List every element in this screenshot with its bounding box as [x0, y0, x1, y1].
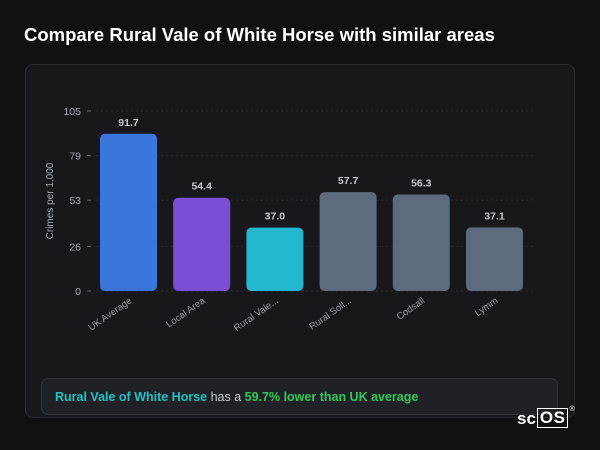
x-category-label: Rural Soll... — [307, 295, 354, 332]
logo-registered-mark: ® — [569, 406, 575, 413]
x-category-label: Codsall — [395, 295, 427, 322]
bar-value-label: 57.7 — [338, 175, 359, 187]
bar-value-label: 54.4 — [191, 181, 212, 193]
x-category-label: UK Average — [87, 295, 135, 333]
bar-4 — [392, 194, 450, 291]
y-tick-label: 53 — [69, 195, 81, 207]
logo-text: sc — [517, 409, 536, 428]
bar-3 — [319, 192, 377, 291]
y-tick-label: 26 — [69, 241, 81, 253]
bar-5 — [466, 227, 523, 291]
y-tick-label: 0 — [75, 286, 81, 298]
x-category-label: Rural Vale... — [232, 295, 281, 334]
y-axis-label: Crimes per 1,000 — [45, 162, 56, 239]
comparison-summary: Rural Vale of White Horse has a 59.7% lo… — [41, 378, 558, 415]
bar-value-label: 37.0 — [265, 211, 286, 223]
bar-chart: 0 26 53 79 105 Crimes per 1,000 91.7 UK Average… — [45, 106, 536, 334]
summary-connector: has a — [207, 389, 245, 404]
page-title: Compare Rural Vale of White Horse with s… — [24, 24, 495, 45]
bar-value-label: 56.3 — [411, 177, 432, 189]
chart-card: 0 26 53 79 105 Crimes per 1,000 91.7 UK Average… — [25, 64, 575, 418]
bar-0 — [100, 133, 157, 291]
x-category-label: Lymm — [473, 295, 500, 319]
bar-value-label: 91.7 — [118, 117, 139, 129]
summary-area-name: Rural Vale of White Horse — [55, 389, 208, 404]
bar-2 — [246, 227, 304, 291]
logo-boxed-text: OS — [536, 408, 569, 428]
x-category-label: Local Area — [164, 295, 208, 330]
y-tick-label: 105 — [63, 106, 81, 118]
summary-comparison: 59.7% lower than UK average — [244, 389, 419, 404]
bar-value-label: 37.1 — [484, 210, 505, 222]
brand-logo: sc OS ® — [517, 406, 575, 429]
bar-1 — [173, 197, 231, 291]
y-tick-label: 79 — [69, 151, 81, 163]
